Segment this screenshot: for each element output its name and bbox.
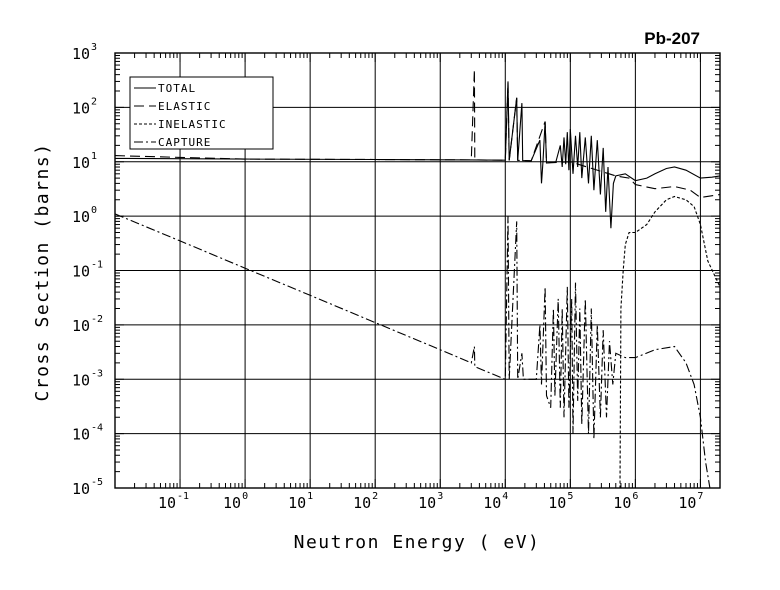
series-line-inelastic xyxy=(619,195,721,489)
y-tick-exponent: -1 xyxy=(91,260,103,271)
y-tick-exponent: -2 xyxy=(91,314,103,325)
y-tick-exponent: -5 xyxy=(91,477,103,488)
legend-label: INELASTIC xyxy=(158,118,227,131)
legend-label: TOTAL xyxy=(158,82,196,95)
y-tick-exponent: -4 xyxy=(91,423,103,434)
y-tick-label: 10 xyxy=(72,154,90,172)
tick-layer: 10 -1 10 0 10 1 10 2 10 3 10 4 10 5 10 6 10 710 -510 -410 -3… xyxy=(72,42,721,512)
x-tick-label: 10 xyxy=(418,494,436,512)
y-tick-label: 10 xyxy=(72,426,90,444)
y-axis-label: Cross Section (barns) xyxy=(32,142,53,401)
y-tick-label: 10 xyxy=(72,480,90,498)
legend-label: ELASTIC xyxy=(158,100,211,113)
x-tick-label: 10 xyxy=(158,494,176,512)
y-tick-label: 10 xyxy=(72,99,90,117)
x-tick-exponent: -1 xyxy=(177,491,189,502)
series-layer xyxy=(114,69,721,489)
x-tick-label: 10 xyxy=(288,494,306,512)
x-tick-label: 10 xyxy=(548,494,566,512)
x-tick-exponent: 1 xyxy=(307,491,313,502)
x-tick-label: 10 xyxy=(483,494,501,512)
y-tick-exponent: 3 xyxy=(91,42,97,53)
y-tick-label: 10 xyxy=(72,208,90,226)
series-line-capture xyxy=(114,213,711,489)
x-tick-exponent: 3 xyxy=(437,491,443,502)
legend-label: CAPTURE xyxy=(158,136,211,149)
y-tick-exponent: 2 xyxy=(91,96,97,107)
x-tick-exponent: 4 xyxy=(502,491,508,502)
y-tick-exponent: -3 xyxy=(91,368,103,379)
y-tick-label: 10 xyxy=(72,317,90,335)
x-tick-exponent: 2 xyxy=(372,491,378,502)
x-tick-exponent: 5 xyxy=(567,491,573,502)
y-tick-exponent: 1 xyxy=(91,151,97,162)
y-tick-label: 10 xyxy=(72,263,90,281)
y-tick-label: 10 xyxy=(72,371,90,389)
x-tick-exponent: 7 xyxy=(697,491,703,502)
legend-box xyxy=(129,76,274,150)
x-axis-label: Neutron Energy ( eV) xyxy=(294,532,541,553)
x-tick-label: 10 xyxy=(223,494,241,512)
y-tick-label: 10 xyxy=(72,45,90,63)
series-line-total xyxy=(114,81,721,229)
legend: TOTAL ELASTIC INELASTIC CAPTURE xyxy=(129,76,274,150)
x-tick-exponent: 0 xyxy=(242,491,248,502)
chart-title: Pb-207 xyxy=(644,29,700,48)
x-tick-label: 10 xyxy=(678,494,696,512)
x-tick-label: 10 xyxy=(613,494,631,512)
y-tick-exponent: 0 xyxy=(91,205,97,216)
x-tick-exponent: 6 xyxy=(632,491,638,502)
x-tick-label: 10 xyxy=(353,494,371,512)
